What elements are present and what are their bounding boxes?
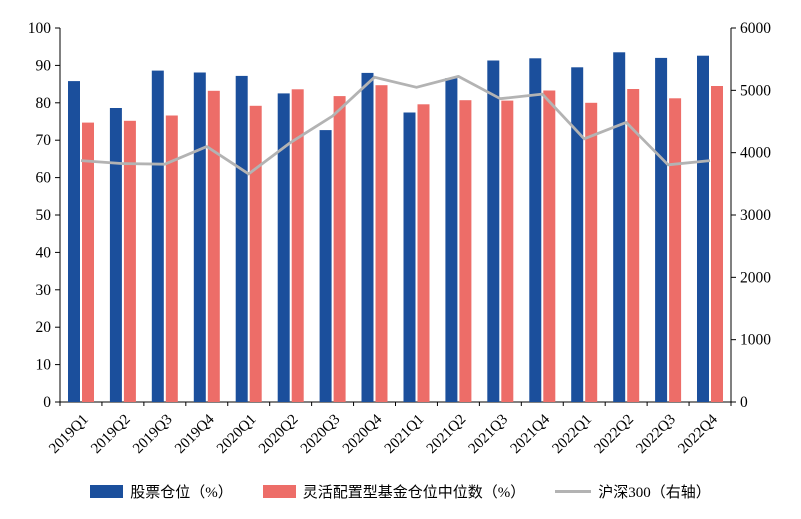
bar-flexible-fund-median-2020Q2 [291,89,304,403]
legend-label-stock-position: 股票仓位（%） [130,485,233,501]
bar-stock-position-2021Q3 [487,60,500,402]
bar-flexible-fund-median-2020Q4 [375,85,388,402]
x-axis-label: 2019Q3 [130,412,175,457]
legend-swatch-csi300-line [555,490,592,493]
left-axis-tick-label: 40 [36,244,52,261]
x-axis-label: 2022Q1 [550,412,595,457]
legend-item-flexible-fund-median: 灵活配置型基金仓位中位数（%） [262,481,526,502]
legend-item-csi300: 沪深300（右轴） [555,481,711,502]
left-axis-tick-label: 70 [36,132,52,149]
right-axis-tick-label: 1000 [740,332,771,349]
left-axis-tick-label: 60 [36,170,52,187]
bar-flexible-fund-median-2022Q2 [627,89,640,402]
bar-stock-position-2021Q4 [529,58,542,403]
left-axis-tick-label: 0 [43,394,51,411]
right-axis-tick-label: 5000 [740,82,771,99]
bar-flexible-fund-median-2019Q4 [207,90,220,403]
left-axis-tick-label: 30 [36,282,52,299]
left-axis-tick-label: 20 [36,319,52,336]
bar-stock-position-2020Q4 [361,72,374,403]
bar-stock-position-2020Q3 [319,130,332,402]
bar-stock-position-2021Q2 [445,78,458,402]
bar-flexible-fund-median-2022Q1 [585,102,598,403]
legend-item-stock-position: 股票仓位（%） [90,481,233,502]
bar-flexible-fund-median-2021Q1 [417,104,430,403]
bar-stock-position-2019Q4 [193,72,206,402]
x-axis-label: 2021Q2 [424,412,469,457]
x-axis-label: 2021Q4 [508,411,554,457]
left-axis-tick-label: 50 [36,207,52,224]
bar-flexible-fund-median-2019Q3 [165,115,178,402]
legend-label-csi300: 沪深300（右轴） [598,485,711,501]
bar-flexible-fund-median-2019Q1 [82,122,94,402]
x-axis-label: 2022Q3 [633,412,678,457]
chart-legend: 股票仓位（%） 灵活配置型基金仓位中位数（%） 沪深300（右轴） [0,481,801,502]
bar-flexible-fund-median-2019Q2 [123,120,136,403]
x-axis-label: 2019Q4 [172,411,218,457]
bar-flexible-fund-median-2021Q3 [501,100,514,402]
bar-flexible-fund-median-2020Q1 [249,105,262,403]
x-axis-label: 2021Q3 [466,412,511,457]
legend-label-flexible-fund-median: 灵活配置型基金仓位中位数（%） [302,485,526,501]
bar-flexible-fund-median-2021Q2 [459,100,472,402]
x-axis-label: 2022Q4 [675,411,721,457]
x-axis-label: 2020Q2 [256,412,301,457]
bar-flexible-fund-median-2021Q4 [543,90,556,402]
chart-canvas: 0102030405060708090100010002000300040005… [28,20,772,457]
bar-stock-position-2022Q1 [571,67,584,403]
x-axis-label: 2022Q2 [591,412,636,457]
line-csi300 [80,75,711,176]
left-axis-tick-label: 10 [36,357,52,374]
legend-swatch-flexible-fund-median [262,485,296,498]
x-axis-label: 2020Q1 [214,412,259,457]
bar-stock-position-2022Q2 [613,52,626,403]
left-axis-tick-label: 80 [36,95,52,112]
bar-flexible-fund-median-2020Q3 [333,96,346,402]
bar-stock-position-2022Q3 [655,57,668,403]
bar-stock-position-2019Q3 [151,70,164,402]
bar-stock-position-2019Q2 [109,108,122,402]
right-axis-tick-label: 6000 [740,20,771,37]
left-axis-tick-label: 100 [28,20,52,37]
right-axis-tick-label: 2000 [740,269,771,286]
legend-swatch-stock-position [90,485,124,498]
bar-stock-position-2022Q4 [697,55,709,402]
right-axis-tick-label: 4000 [740,145,771,162]
bar-flexible-fund-median-2022Q3 [669,98,682,403]
bar-flexible-fund-median-2022Q4 [711,86,723,402]
x-axis-label: 2020Q3 [298,412,343,457]
left-axis-tick-label: 90 [36,57,52,74]
bar-stock-position-2021Q1 [403,112,416,402]
right-axis-tick-label: 3000 [740,207,771,224]
bar-stock-position-2019Q1 [68,81,80,402]
bar-stock-position-2020Q2 [277,93,290,403]
x-axis-label: 2020Q4 [340,411,386,457]
x-axis-label: 2019Q1 [46,412,91,457]
right-axis-tick-label: 0 [740,394,748,411]
x-axis-label: 2021Q1 [382,412,427,457]
x-axis-label: 2019Q2 [88,412,133,457]
bar-stock-position-2020Q1 [235,75,248,403]
